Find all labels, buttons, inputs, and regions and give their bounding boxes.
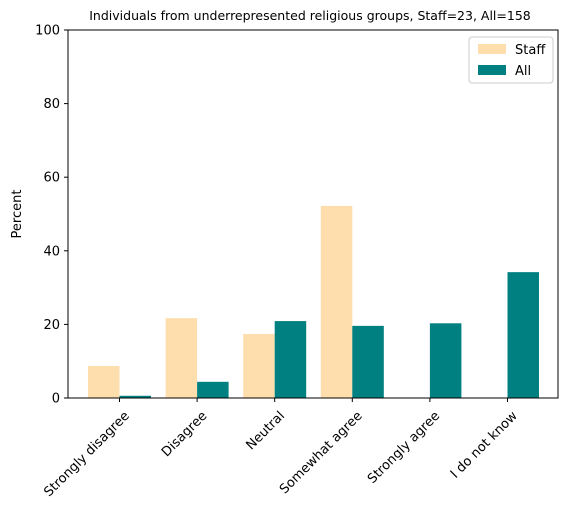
y-axis-label: Percent [10, 190, 25, 239]
x-tick-label-1: Disagree [159, 409, 210, 460]
legend-swatch-staff [478, 44, 506, 54]
legend-swatch-all [478, 65, 506, 75]
bar-staff-1 [165, 318, 198, 398]
legend: Staff All [468, 36, 554, 84]
y-tick-label-4: 80 [43, 97, 60, 112]
y-tick-label-2: 40 [43, 244, 60, 259]
x-tick-label-4: Strongly agree [365, 409, 443, 487]
bar-all-2 [274, 321, 307, 398]
bar-all-5 [507, 272, 539, 398]
bar-all-0 [119, 395, 151, 398]
x-tick-label-0: Strongly disagree [41, 409, 132, 500]
bar-staff-3 [320, 205, 353, 398]
x-tick-label-5: I do not know [448, 408, 521, 481]
y-tick-label-5: 100 [35, 24, 60, 39]
bar-staff-2 [243, 333, 275, 398]
bar-staff-0 [88, 365, 120, 398]
x-tick-label-3: Somewhat agree [277, 409, 366, 498]
legend-label-all: All [515, 64, 531, 79]
plot-area: 0 20 40 60 80 100 Strongly disagree Disagree Neu… [35, 24, 559, 500]
y-tick-label-1: 20 [43, 318, 60, 333]
bar-all-3 [352, 325, 384, 398]
y-tick-label-0: 0 [52, 392, 60, 407]
bar-all-4 [429, 323, 462, 398]
y-tick-label-3: 60 [43, 171, 60, 186]
chart-title: Individuals from underrepresented religi… [89, 8, 531, 23]
legend-label-staff: Staff [515, 43, 546, 58]
bar-all-1 [197, 381, 229, 398]
plot-frame [67, 29, 559, 399]
x-tick-label-2: Neutral [243, 409, 288, 454]
